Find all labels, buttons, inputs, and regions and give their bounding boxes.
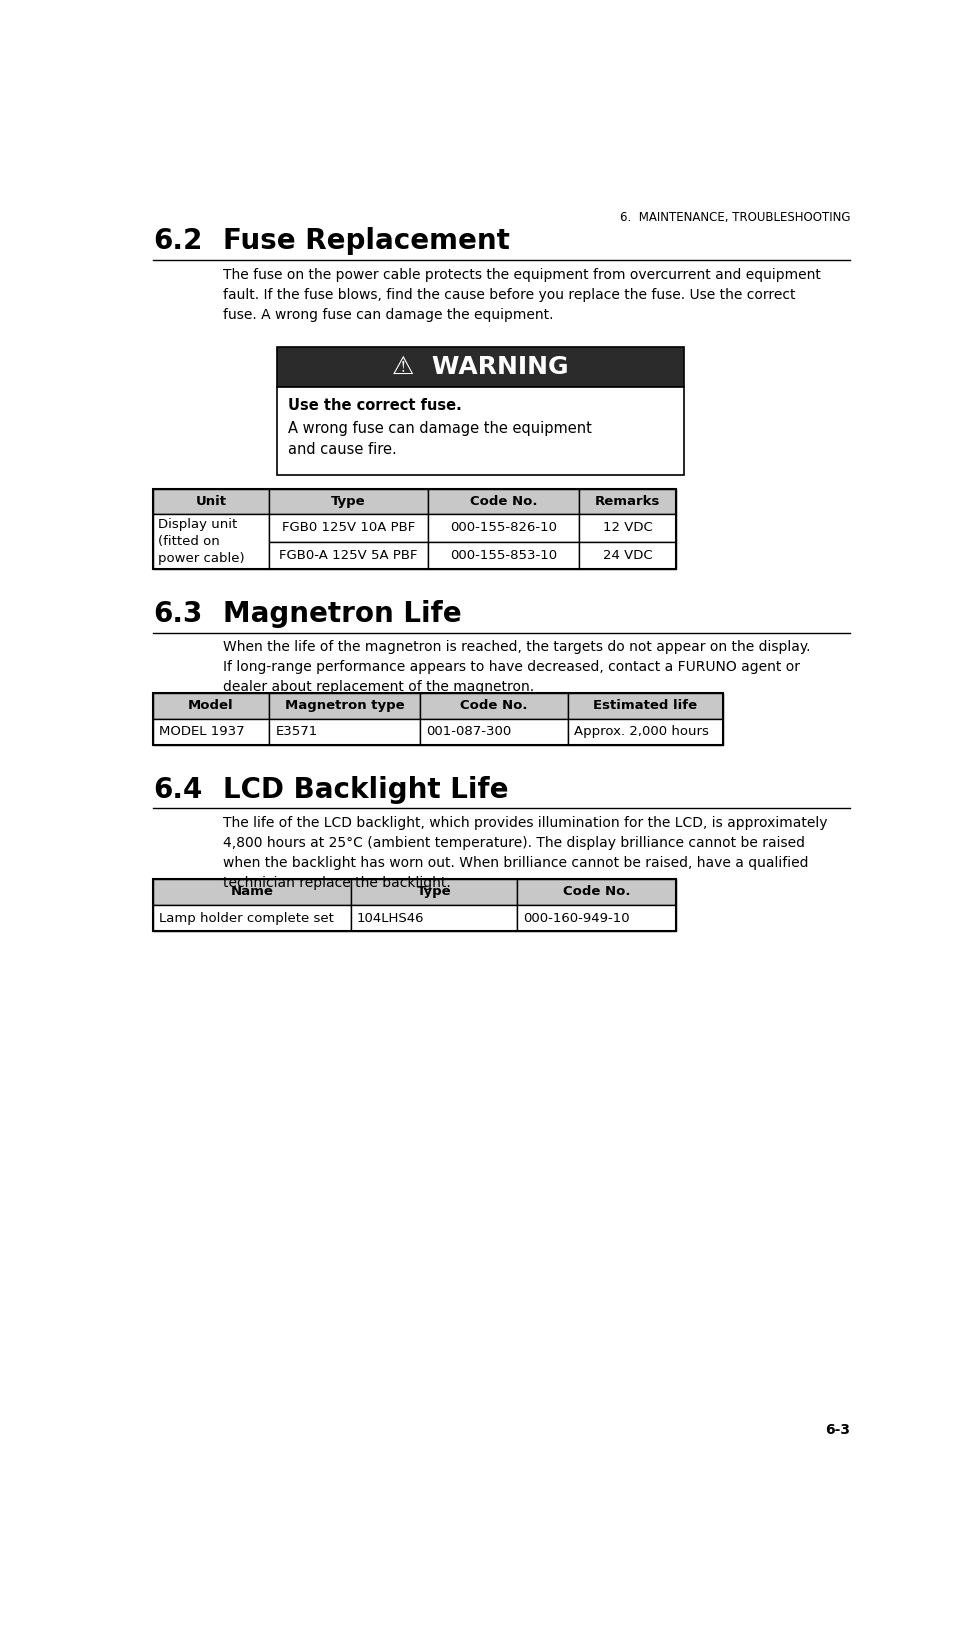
Bar <box>269 515 428 541</box>
Text: MODEL 1937: MODEL 1937 <box>159 726 245 738</box>
Bar <box>269 693 420 720</box>
Bar <box>350 905 517 931</box>
Bar <box>517 879 676 905</box>
Bar <box>579 515 676 541</box>
Text: Magnetron type: Magnetron type <box>285 700 405 713</box>
Text: Estimated life: Estimated life <box>593 700 697 713</box>
Text: 000-155-826-10: 000-155-826-10 <box>450 521 557 534</box>
Text: LCD Backlight Life: LCD Backlight Life <box>222 775 508 803</box>
Text: 6.4: 6.4 <box>153 775 202 803</box>
Bar <box>567 720 722 744</box>
Bar <box>567 693 722 720</box>
Text: 000-155-853-10: 000-155-853-10 <box>450 549 557 562</box>
Bar <box>153 879 676 931</box>
Bar <box>153 515 269 569</box>
Text: 001-087-300: 001-087-300 <box>426 726 512 738</box>
Text: E3571: E3571 <box>275 726 318 738</box>
Text: Use the correct fuse.: Use the correct fuse. <box>288 398 461 413</box>
Text: Code No.: Code No. <box>563 885 630 898</box>
Text: Remarks: Remarks <box>595 495 660 508</box>
Bar <box>277 347 683 387</box>
Text: Approx. 2,000 hours: Approx. 2,000 hours <box>573 726 709 738</box>
Text: Display unit
(fitted on
power cable): Display unit (fitted on power cable) <box>158 518 245 565</box>
Text: Model: Model <box>188 700 234 713</box>
Bar <box>428 515 579 541</box>
Bar <box>269 541 428 569</box>
Bar <box>420 693 567 720</box>
Text: 6.3: 6.3 <box>153 600 202 628</box>
Bar <box>153 693 269 720</box>
Text: 6-3: 6-3 <box>826 1423 850 1437</box>
Bar <box>428 541 579 569</box>
Bar <box>153 490 269 515</box>
Bar <box>153 720 269 744</box>
Text: A wrong fuse can damage the equipment
and cause fire.: A wrong fuse can damage the equipment an… <box>288 421 592 457</box>
Bar <box>269 720 420 744</box>
Text: 12 VDC: 12 VDC <box>603 521 652 534</box>
Bar <box>269 490 428 515</box>
Text: When the life of the magnetron is reached, the targets do not appear on the disp: When the life of the magnetron is reache… <box>222 641 810 695</box>
Text: 24 VDC: 24 VDC <box>603 549 652 562</box>
Text: Magnetron Life: Magnetron Life <box>222 600 461 628</box>
Bar <box>153 905 350 931</box>
Bar <box>350 879 517 905</box>
Text: The fuse on the power cable protects the equipment from overcurrent and equipmen: The fuse on the power cable protects the… <box>222 267 821 321</box>
Text: Unit: Unit <box>196 495 226 508</box>
Bar <box>579 541 676 569</box>
Text: Type: Type <box>416 885 451 898</box>
Text: Fuse Replacement: Fuse Replacement <box>222 228 510 256</box>
Bar <box>153 490 676 569</box>
Bar <box>579 490 676 515</box>
Text: The life of the LCD backlight, which provides illumination for the LCD, is appro: The life of the LCD backlight, which pro… <box>222 816 827 890</box>
Text: FGB0 125V 10A PBF: FGB0 125V 10A PBF <box>282 521 415 534</box>
Bar <box>517 905 676 931</box>
Text: FGB0-A 125V 5A PBF: FGB0-A 125V 5A PBF <box>279 549 418 562</box>
Text: Type: Type <box>332 495 366 508</box>
Text: ⚠  WARNING: ⚠ WARNING <box>392 356 568 379</box>
Text: Code No.: Code No. <box>460 700 527 713</box>
Bar <box>277 387 683 475</box>
Text: Name: Name <box>230 885 273 898</box>
Text: Lamp holder complete set: Lamp holder complete set <box>159 911 334 924</box>
Text: Code No.: Code No. <box>470 495 537 508</box>
Bar <box>153 879 350 905</box>
Bar <box>420 720 567 744</box>
Text: 000-160-949-10: 000-160-949-10 <box>524 911 630 924</box>
Text: 6.2: 6.2 <box>153 228 202 256</box>
Bar <box>428 490 579 515</box>
Text: 104LHS46: 104LHS46 <box>357 911 424 924</box>
Bar <box>153 693 722 744</box>
Text: 6.  MAINTENANCE, TROUBLESHOOTING: 6. MAINTENANCE, TROUBLESHOOTING <box>620 210 850 223</box>
